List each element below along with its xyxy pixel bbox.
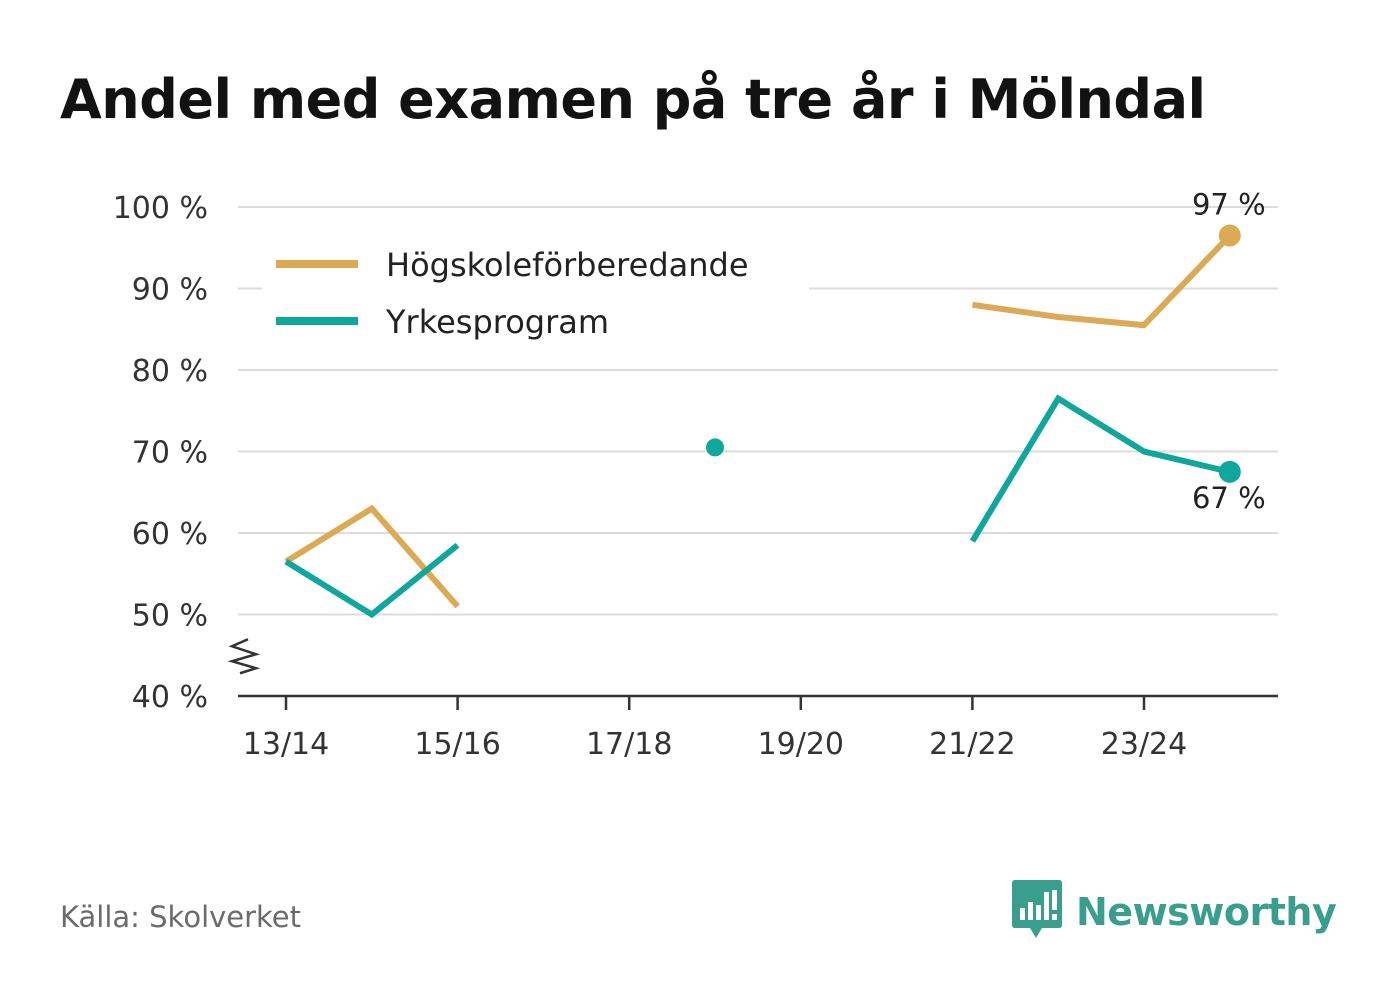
x-tick-label: 19/20	[758, 727, 844, 762]
legend-label: Yrkesprogram	[385, 303, 609, 341]
end-value-label: 97 %	[1192, 188, 1266, 222]
end-value-label: 67 %	[1192, 481, 1266, 515]
legend-background	[262, 232, 809, 344]
x-tick-label: 21/22	[929, 727, 1015, 762]
y-tick-label: 60 %	[132, 517, 208, 552]
gridlines	[238, 206, 1278, 616]
y-tick-label: 70 %	[132, 436, 208, 471]
y-tick-label: 100 %	[113, 191, 208, 226]
series-group	[284, 224, 1241, 619]
x-tick-label: 15/16	[414, 727, 500, 762]
data-point	[706, 438, 724, 457]
newsworthy-logo: Newsworthy	[1012, 880, 1337, 944]
legend: Högskoleförberedande Yrkesprogram	[262, 232, 809, 344]
end-point-marker	[1218, 460, 1241, 483]
axis-break-mark	[227, 638, 261, 675]
legend-label: Högskoleförberedande	[386, 246, 749, 284]
y-tick-label: 40 %	[132, 680, 208, 715]
chart-title: Andel med examen på tre år i Mölndal	[60, 68, 1206, 131]
y-tick-label: 80 %	[132, 354, 208, 389]
x-tick-label: 17/18	[586, 727, 672, 762]
bar-chart-speech-bubble-icon	[1012, 880, 1062, 944]
y-tick-label: 90 %	[132, 273, 208, 308]
axes: 40 % 50 % 60 % 70 % 80 % 90 % 100 % 13/14 15/16 1…	[113, 191, 1278, 762]
series-line-0	[971, 233, 1232, 329]
x-tick-label: 23/24	[1101, 727, 1187, 762]
series-line-0	[284, 504, 460, 609]
y-tick-label: 50 %	[132, 599, 208, 634]
source-note: Källa: Skolverket	[60, 900, 302, 934]
x-tick-label: 13/14	[243, 727, 329, 762]
end-point-marker	[1218, 224, 1241, 247]
data-labels: 97 % 67 %	[1192, 188, 1266, 515]
brand-name: Newsworthy	[1076, 890, 1337, 934]
series-line-1	[969, 394, 1231, 543]
series-line-1	[284, 542, 460, 619]
